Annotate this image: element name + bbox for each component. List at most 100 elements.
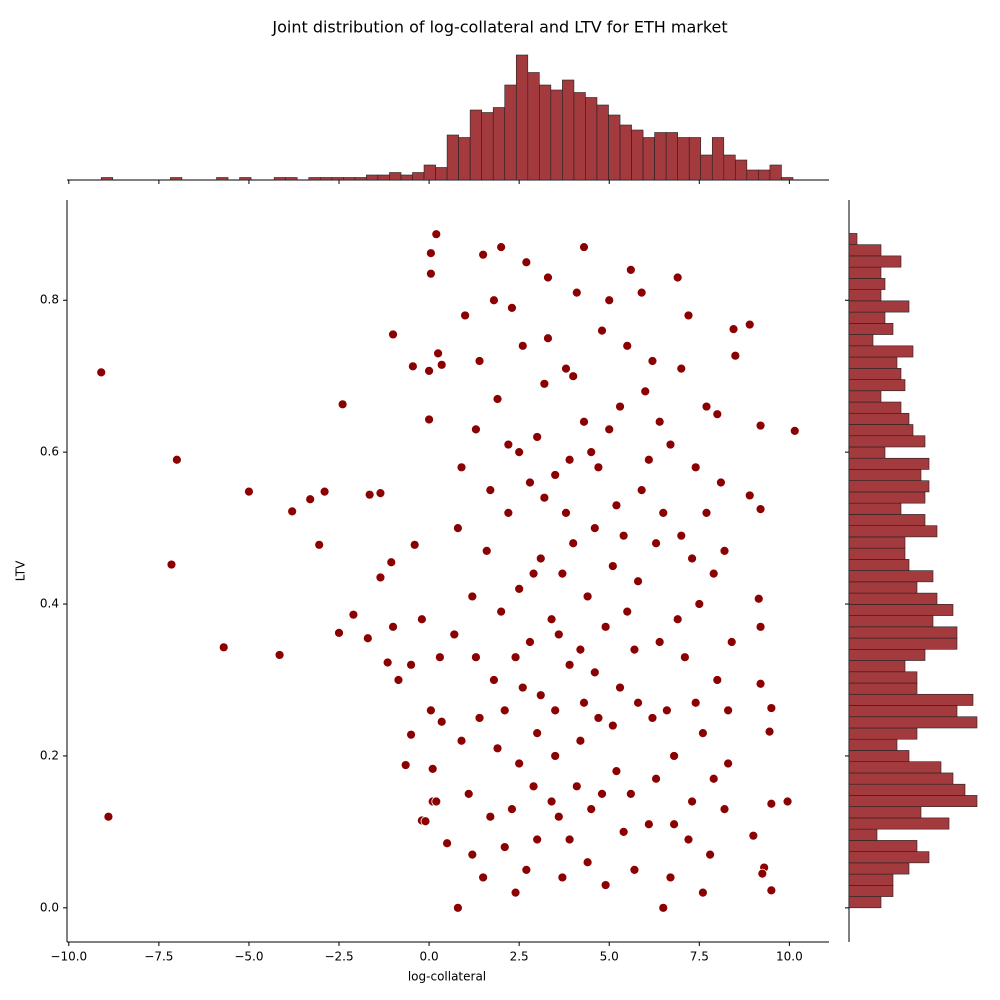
x-tick-label: −5.0 <box>234 950 263 964</box>
scatter-point <box>593 462 604 473</box>
histogram-bar <box>412 172 425 181</box>
scatter-point <box>618 530 629 541</box>
histogram-bar <box>550 89 563 181</box>
scatter-point <box>579 242 589 252</box>
histogram-bar <box>848 626 958 639</box>
histogram-bar <box>848 547 906 560</box>
scatter-point <box>478 872 489 883</box>
scatter-point <box>539 492 550 503</box>
scatter-point <box>643 454 654 465</box>
histogram-bar <box>848 637 958 650</box>
scatter-point <box>789 425 800 436</box>
histogram-bar <box>848 401 902 414</box>
scatter-point <box>503 439 514 450</box>
scatter-point <box>571 781 582 792</box>
histogram-bar <box>273 177 286 181</box>
scatter-point <box>604 295 615 306</box>
scatter-point <box>593 713 604 723</box>
scatter-point <box>571 287 582 298</box>
scatter-point <box>388 621 398 632</box>
scatter-point <box>782 796 793 807</box>
histogram-bar <box>354 177 367 181</box>
scatter-point <box>510 652 521 663</box>
scatter-point <box>586 804 597 814</box>
scatter-point <box>532 432 543 442</box>
scatter-point <box>393 675 404 685</box>
scatter-point <box>698 887 708 898</box>
histogram-bar <box>848 795 978 807</box>
scatter-point <box>478 249 489 260</box>
scatter-point <box>449 629 460 640</box>
histogram-bar <box>492 107 506 181</box>
scatter-point <box>672 614 683 625</box>
scatter-point <box>453 523 463 533</box>
histogram-bar <box>769 164 782 181</box>
histogram-bar <box>100 177 114 181</box>
scatter-point <box>676 530 687 541</box>
scatter-point <box>456 462 467 473</box>
histogram-bar <box>435 167 448 181</box>
histogram-bar <box>377 174 390 181</box>
histogram-bar <box>608 114 621 181</box>
scatter-point <box>436 359 447 370</box>
histogram-bar <box>308 177 321 181</box>
scatter-point <box>719 804 730 814</box>
histogram-bar <box>642 137 655 181</box>
scatter-point <box>507 804 517 814</box>
scatter-point <box>766 703 777 713</box>
scatter-point <box>481 545 492 556</box>
scatter-point <box>467 849 478 860</box>
scatter-point <box>723 705 734 716</box>
scatter-point <box>687 553 697 564</box>
scatter-point <box>661 705 672 716</box>
scatter-point <box>539 378 550 389</box>
scatter-point <box>386 557 397 568</box>
histogram-bar <box>848 705 958 718</box>
scatter-point <box>521 257 532 268</box>
scatter-point <box>589 523 600 533</box>
scatter-point <box>708 568 719 579</box>
histogram-bar <box>515 54 529 181</box>
scatter-point <box>496 242 507 252</box>
scatter-point <box>514 583 525 594</box>
scatter-point <box>615 401 625 412</box>
histogram-bar <box>700 154 713 181</box>
histogram-bar <box>848 682 918 695</box>
scatter-point <box>463 789 474 799</box>
scatter-point <box>471 424 481 435</box>
scatter-point <box>676 363 687 374</box>
histogram-bar <box>848 469 922 481</box>
histogram-bar <box>631 129 644 181</box>
histogram-bar <box>758 169 771 181</box>
histogram-bar <box>585 97 598 181</box>
scatter-point <box>582 591 593 602</box>
scatter-point <box>406 729 416 740</box>
scatter-point <box>425 705 436 716</box>
scatter-point <box>489 675 499 685</box>
scatter-point <box>708 773 719 784</box>
histogram-bar <box>596 104 609 181</box>
histogram-bar <box>848 367 902 380</box>
x-tick-label: 5.0 <box>600 950 619 964</box>
scatter-point <box>582 857 593 868</box>
scatter-point <box>672 272 683 283</box>
scatter-point <box>485 485 496 496</box>
x-tick-label: −7.5 <box>144 950 173 964</box>
histogram-bar <box>848 851 930 864</box>
scatter-point <box>579 697 589 708</box>
scatter-point <box>492 743 503 754</box>
scatter-point <box>643 819 654 830</box>
scatter-point <box>748 830 759 841</box>
scatter-point <box>719 545 730 556</box>
histogram-bar <box>848 817 950 830</box>
histogram-bar <box>848 828 878 841</box>
chart-title: Joint distribution of log-collateral and… <box>271 18 727 37</box>
scatter-point <box>618 826 629 837</box>
scatter-point <box>730 350 741 361</box>
scatter-point <box>425 248 436 259</box>
histogram-bar <box>848 604 954 616</box>
histogram-bar <box>389 172 402 181</box>
scatter-point <box>453 902 463 913</box>
histogram-bar <box>848 772 954 785</box>
